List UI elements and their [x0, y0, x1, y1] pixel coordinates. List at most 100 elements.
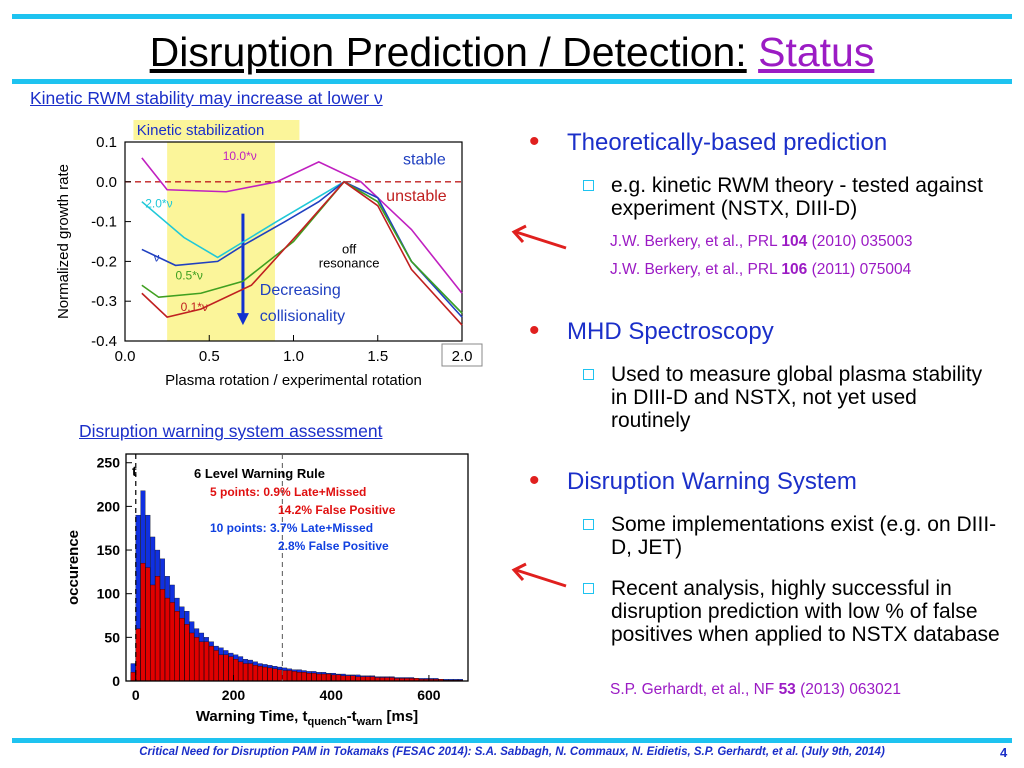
hist-plot-frame [125, 453, 469, 682]
histogram-bar [164, 597, 170, 682]
histogram-bar [184, 624, 190, 682]
y-tick-label: -0.3 [91, 293, 117, 310]
series-label: 0.1*ν [181, 300, 208, 314]
sub-dws-1-text: Some implementations exist (e.g. on DIII… [611, 513, 997, 559]
series-line [141, 180, 463, 326]
bullet-dot-icon: • [529, 314, 540, 347]
bottom-rule [12, 738, 1012, 743]
histogram-bar [218, 654, 224, 682]
y-tick-label: 250 [97, 455, 121, 471]
series-label: 0.5*ν [176, 268, 203, 282]
histogram-bar [228, 656, 234, 682]
histogram-bar [160, 589, 165, 682]
histogram-bar [155, 576, 161, 682]
histogram-bar [267, 667, 273, 682]
histogram-bar [340, 675, 346, 682]
bullet-theory-label: Theoretically-based prediction [567, 129, 888, 156]
x-axis-label-part: warn [356, 716, 383, 728]
y-tick-label: 50 [104, 629, 120, 645]
histogram-bar [282, 670, 288, 682]
histogram-bar [169, 602, 175, 682]
x-axis-label: Plasma rotation / experimental rotation [165, 372, 422, 389]
histogram-bar [135, 628, 141, 682]
histogram-bar [360, 676, 366, 682]
histogram-bar [199, 641, 205, 682]
ref-berkery-2: J.W. Berkery, et al., PRL 106 (2011) 075… [610, 261, 912, 278]
histogram-bar [296, 672, 302, 682]
y-tick-label: -0.2 [91, 253, 117, 270]
y-tick-label: 200 [97, 498, 121, 514]
series-label: 10.0*ν [223, 149, 257, 163]
bullet-dws: • Disruption Warning System [529, 464, 857, 497]
red-arrow-icon [511, 224, 567, 250]
sub-dws-2-text: Recent analysis, highly successful in di… [611, 577, 1000, 646]
arrow-label: collisionality [260, 308, 345, 325]
square-bullet-icon [583, 369, 594, 380]
histogram-bar [335, 674, 341, 682]
histogram-bar [291, 671, 297, 682]
bullet-dws-label: Disruption Warning System [567, 468, 857, 495]
red-arrow-icon [511, 562, 567, 588]
histogram-bar [321, 673, 327, 682]
x-tick-label: 0.0 [115, 348, 136, 365]
sub-dws-2: Recent analysis, highly successful in di… [583, 577, 1006, 646]
x-tick-label: 200 [222, 687, 246, 703]
histogram-bar [331, 674, 336, 682]
histogram-bar [238, 661, 244, 682]
off-resonance-label: off [342, 241, 357, 256]
y-tick-label: -0.4 [91, 333, 117, 350]
y-tick-label: 0.0 [96, 174, 117, 191]
histogram-bar [311, 672, 317, 682]
histogram-bar [326, 673, 332, 682]
corner-label: t [132, 463, 137, 479]
page-number: 4 [1000, 745, 1008, 760]
histogram-bar [272, 668, 278, 682]
sub-mhd: Used to measure global plasma stability … [583, 363, 991, 432]
x-tick-label: 0 [132, 687, 140, 703]
y-tick-label: 0.1 [96, 134, 117, 151]
histogram-bar [204, 641, 209, 682]
kinetic-band-label: Kinetic stabilization [137, 122, 265, 139]
histogram-bar [262, 666, 268, 682]
x-tick-label: 600 [417, 687, 441, 703]
histogram-bar [140, 562, 146, 682]
bullet-theory: • Theoretically-based prediction [529, 125, 888, 158]
unstable-label: unstable [386, 188, 447, 205]
bullet-mhd-label: MHD Spectroscopy [567, 318, 774, 345]
histogram-bar [208, 645, 214, 682]
title-status: Status [758, 29, 875, 75]
legend-title: 6 Level Warning Rule [194, 466, 325, 481]
rwm-chart: Kinetic stabilization 0.1 0.0 -0.1 -0.2 -0.3 -… [55, 120, 483, 389]
x-tick-label: 1.5 [367, 348, 388, 365]
histogram-bar [257, 666, 263, 682]
sub-theory: e.g. kinetic RWM theory - tested against… [583, 174, 1011, 220]
sub-dws-1: Some implementations exist (e.g. on DIII… [583, 513, 1001, 559]
histogram-bar [345, 675, 351, 682]
histogram-bar [287, 670, 292, 682]
y-axis-label: Normalized growth rate [55, 164, 72, 319]
histogram-bar [145, 567, 151, 682]
bullet-dot-icon: • [529, 125, 540, 158]
histogram-bar [277, 669, 283, 682]
histogram-bar [301, 672, 307, 682]
histogram-bar [365, 676, 371, 682]
kinetic-band [167, 142, 275, 341]
caption-rwm: Kinetic RWM stability may increase at lo… [30, 88, 383, 108]
histogram-bar [306, 672, 312, 682]
legend-entry: 10 points: 3.7% Late+Missed [210, 521, 373, 535]
title-rule [12, 79, 1012, 84]
ref-gerhardt: S.P. Gerhardt, et al., NF 53 (2013) 0630… [610, 681, 901, 698]
series-line [141, 157, 463, 294]
histogram-bar [223, 654, 229, 682]
y-axis-label: occurence [65, 530, 82, 605]
x-axis-label-part: -t [347, 708, 357, 725]
top-rule [12, 14, 1012, 19]
caption-dws: Disruption warning system assessment [79, 421, 383, 441]
series-line [141, 180, 463, 314]
histogram-bar [233, 659, 239, 682]
x-tick-label: 400 [320, 687, 344, 703]
histogram-bar [179, 617, 185, 682]
histogram-bar [350, 675, 356, 682]
histogram-bar [243, 663, 248, 682]
series-label: ν [154, 250, 160, 264]
